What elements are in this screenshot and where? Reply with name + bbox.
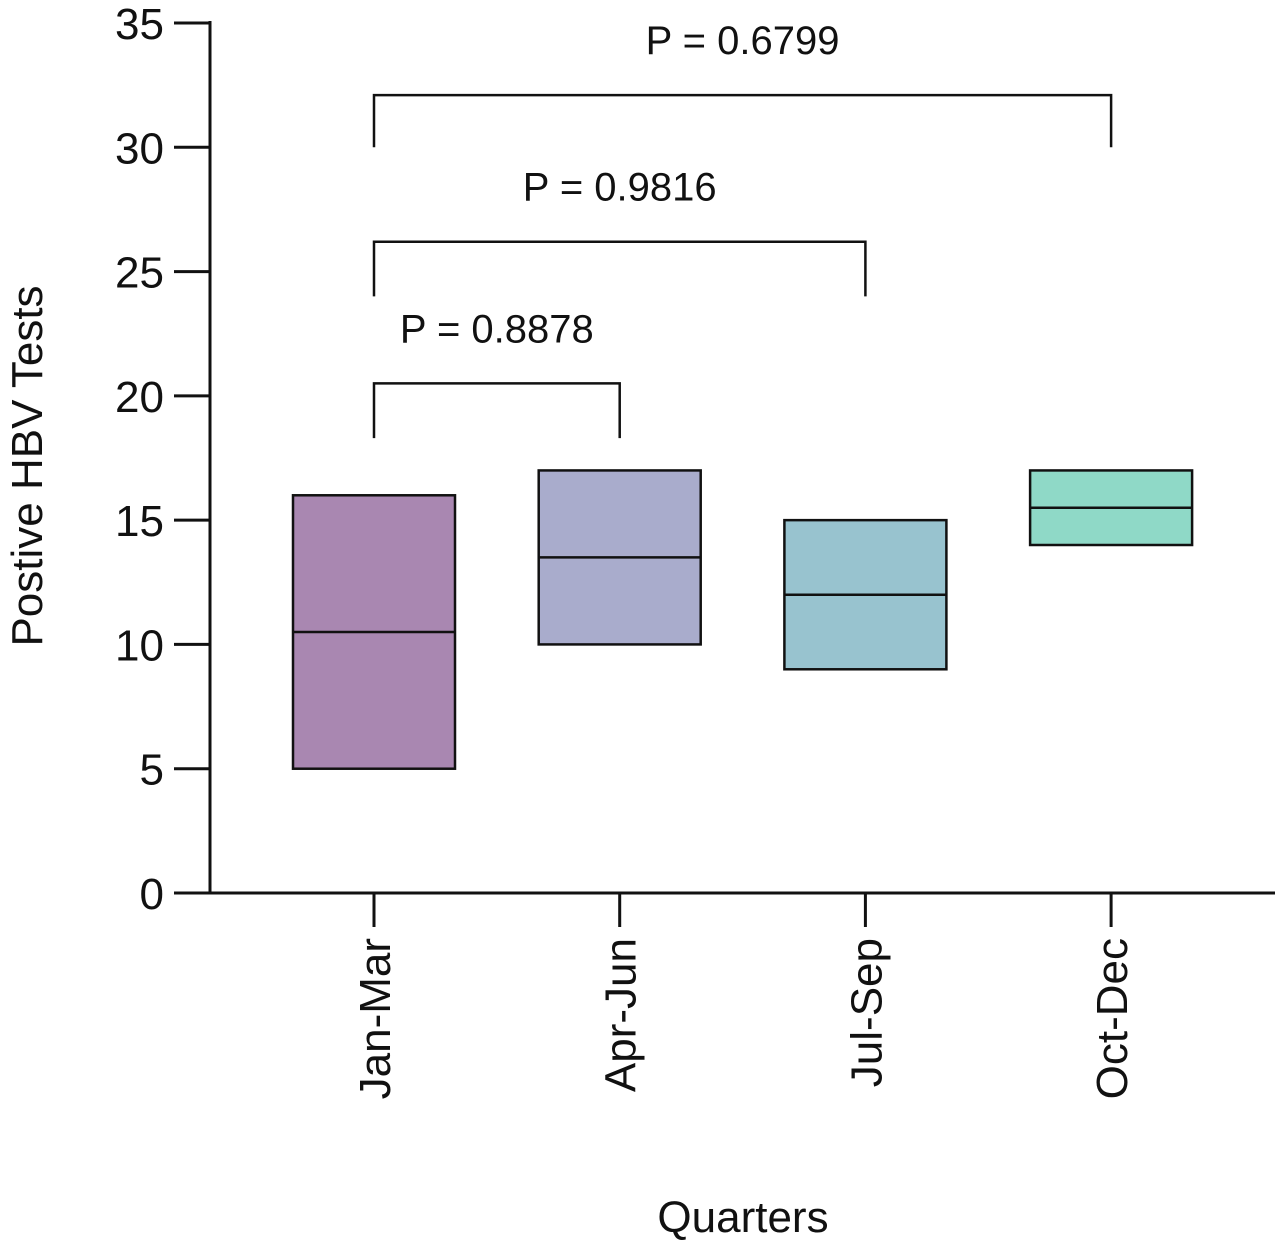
y-axis-title: Postive HBV Tests <box>3 285 52 646</box>
y-tick-label: 0 <box>140 870 164 919</box>
y-tick-label: 5 <box>140 746 164 795</box>
boxes <box>291 469 1194 770</box>
p-value-label: P = 0.6799 <box>646 19 840 63</box>
significance-bracket <box>372 93 1113 148</box>
x-tick-label: Jul-Sep <box>842 938 891 1087</box>
x-tick-label: Apr-Jun <box>597 938 646 1092</box>
significance-bracket <box>372 382 621 439</box>
p-value-label: P = 0.9816 <box>523 166 717 210</box>
comparison-brackets: P = 0.8878 P = 0.9816 P = 0.6799 <box>372 19 1113 439</box>
axes: 0 5 10 15 20 25 30 35 Jan-Mar Apr-Jun Jul-Sep Oct-D… <box>115 0 1275 1099</box>
p-value-label: P = 0.8878 <box>400 307 594 351</box>
y-tick-label: 10 <box>115 621 164 670</box>
y-tick-label: 20 <box>115 373 164 422</box>
y-tick-label: 30 <box>115 124 164 173</box>
y-tick-label: 35 <box>115 0 164 49</box>
y-tick-label: 15 <box>115 497 164 546</box>
x-axis-title: Quarters <box>657 1193 828 1241</box>
x-tick-label: Oct-Dec <box>1088 938 1137 1099</box>
y-tick-label: 25 <box>115 249 164 298</box>
significance-bracket <box>372 240 867 297</box>
x-tick-label: Jan-Mar <box>351 938 400 1099</box>
